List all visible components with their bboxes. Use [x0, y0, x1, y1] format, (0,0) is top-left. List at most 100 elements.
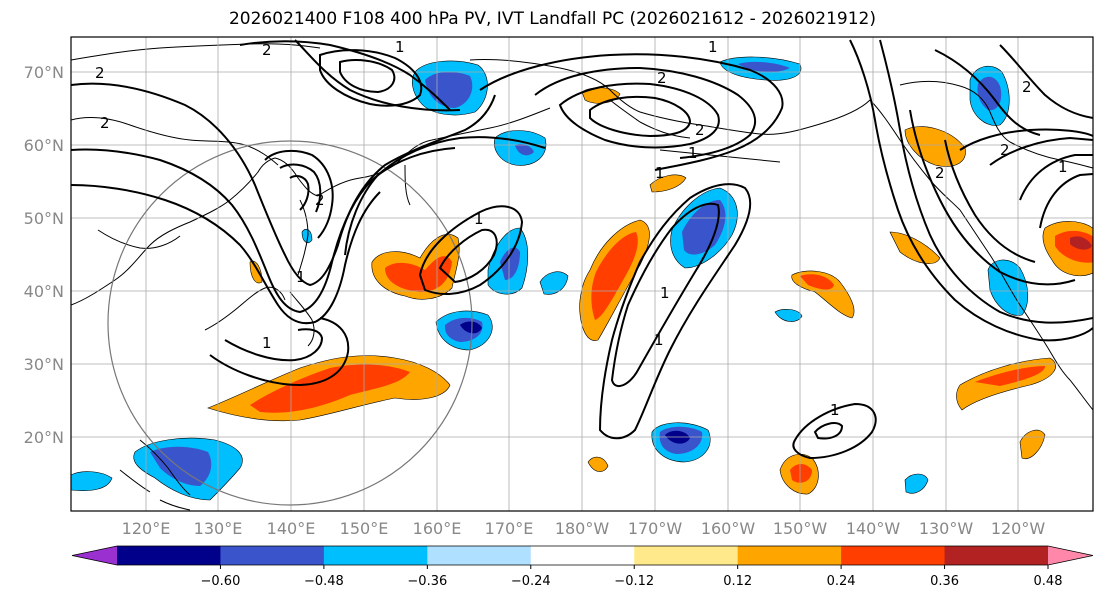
lat-label: 50°N	[24, 209, 64, 228]
landfall-region-circle	[107, 140, 473, 506]
contour-line	[934, 49, 1041, 136]
contour-label: 1	[296, 268, 306, 286]
colorbar-segment	[427, 546, 532, 565]
anomaly-region	[460, 321, 482, 334]
colorbar-segment	[737, 546, 842, 565]
lon-label: 140°E	[267, 519, 316, 538]
anomaly-region	[904, 126, 966, 167]
longitude-labels: 120°E 130°E 140°E 150°E 160°E 170°E 180°…	[122, 519, 1046, 538]
contour-line	[792, 402, 877, 460]
coastline	[297, 199, 309, 276]
contour-label: 2	[262, 41, 272, 59]
contour-label: 1	[474, 210, 484, 228]
contour-line	[319, 49, 423, 107]
colorbar-tick-label: 0.24	[827, 574, 856, 589]
lon-label: 130°W	[919, 519, 974, 538]
contour-line	[438, 228, 498, 284]
contour-line	[1019, 154, 1093, 201]
contour-label: 2	[95, 64, 105, 82]
contour-label: 2	[315, 191, 325, 209]
contour-label: 1	[262, 334, 272, 352]
coastline	[119, 469, 151, 493]
coastline	[289, 291, 315, 347]
lat-label: 60°N	[24, 136, 64, 155]
anomaly-region	[500, 247, 520, 280]
contour-label: 1	[830, 401, 840, 419]
coastline	[869, 99, 961, 211]
anomaly-region	[515, 143, 534, 156]
anomaly-region	[71, 471, 113, 491]
contour-line	[479, 53, 784, 171]
colorbar-extend-min	[72, 546, 117, 565]
coastline	[71, 157, 319, 306]
map-border	[70, 36, 1094, 512]
contour-label: 1	[708, 38, 718, 56]
anomaly-region	[975, 366, 1045, 386]
anomaly-region	[774, 309, 803, 322]
anomaly-region	[1070, 236, 1092, 250]
colorbar-segment	[117, 546, 221, 565]
colorbar-segment	[841, 546, 946, 565]
lon-label: 120°W	[991, 519, 1046, 538]
contour-line	[339, 59, 396, 94]
lon-label: 130°E	[194, 519, 243, 538]
colorbar-segment	[220, 546, 325, 565]
contour-line	[289, 175, 310, 211]
contour-line	[944, 139, 1036, 263]
anomaly-region	[800, 274, 834, 290]
contour-line	[989, 136, 1093, 166]
lon-label: 160°E	[413, 519, 462, 538]
colorbar-outline	[71, 545, 1094, 566]
contour-line	[279, 163, 322, 213]
anomaly-region	[904, 473, 929, 494]
contour-line	[999, 44, 1093, 119]
coastline	[1047, 347, 1093, 411]
anomaly-region	[649, 174, 687, 193]
anomaly-region	[587, 456, 609, 472]
anomaly-region	[150, 446, 212, 486]
coastline	[159, 499, 191, 511]
contour-label: 1	[654, 331, 664, 349]
contour-label: 1	[655, 164, 665, 182]
colorbar-tick-label: −0.48	[304, 574, 344, 589]
contour-label: 1	[1058, 158, 1068, 176]
coastline	[899, 80, 1011, 143]
anomaly-region	[682, 200, 726, 255]
contour-label: 2	[1022, 78, 1032, 96]
contour-line	[224, 328, 324, 362]
contour-labels: 2 2 2 1 1 2 1 2 1 1 2 1 1 1 1 2 1 2 1 2	[95, 38, 1068, 419]
contour-line	[534, 66, 757, 159]
anomaly-region	[249, 260, 263, 284]
anomaly-region	[301, 228, 313, 244]
contour-label: 2	[1000, 141, 1010, 159]
colorbar-tick-label: 0.36	[930, 574, 959, 589]
contour-label: 1	[660, 284, 670, 302]
contour-line	[610, 202, 720, 388]
colorbar-segment	[634, 546, 739, 565]
contour-line	[879, 39, 1093, 324]
contour-line	[71, 147, 456, 314]
lat-label: 20°N	[24, 428, 64, 447]
contour-label: 2	[100, 114, 110, 132]
contour-line	[813, 422, 844, 440]
colorbar: −0.60 −0.48 −0.36 −0.24 −0.12 0.12 0.24 0.36 0.4…	[71, 545, 1094, 589]
latitude-labels: 70°N 60°N 50°N 40°N 30°N 20°N	[24, 63, 64, 447]
anomaly-region	[738, 61, 790, 73]
contour-label: 2	[657, 69, 667, 87]
colorbar-segment	[944, 546, 1049, 565]
colorbar-tick-label: −0.60	[201, 574, 241, 589]
coastline	[71, 43, 321, 61]
contour-line	[71, 82, 496, 287]
contour-line	[239, 40, 451, 111]
contour-line	[909, 109, 1076, 286]
colorbar-segment	[323, 546, 428, 565]
lon-label: 170°E	[485, 519, 534, 538]
lon-label: 150°E	[340, 519, 389, 538]
contour-label: 1	[688, 144, 698, 162]
coastline	[609, 99, 691, 139]
coastline	[97, 229, 181, 249]
coastline	[959, 209, 1049, 349]
contour-line	[849, 39, 1093, 342]
coastline	[699, 99, 871, 135]
